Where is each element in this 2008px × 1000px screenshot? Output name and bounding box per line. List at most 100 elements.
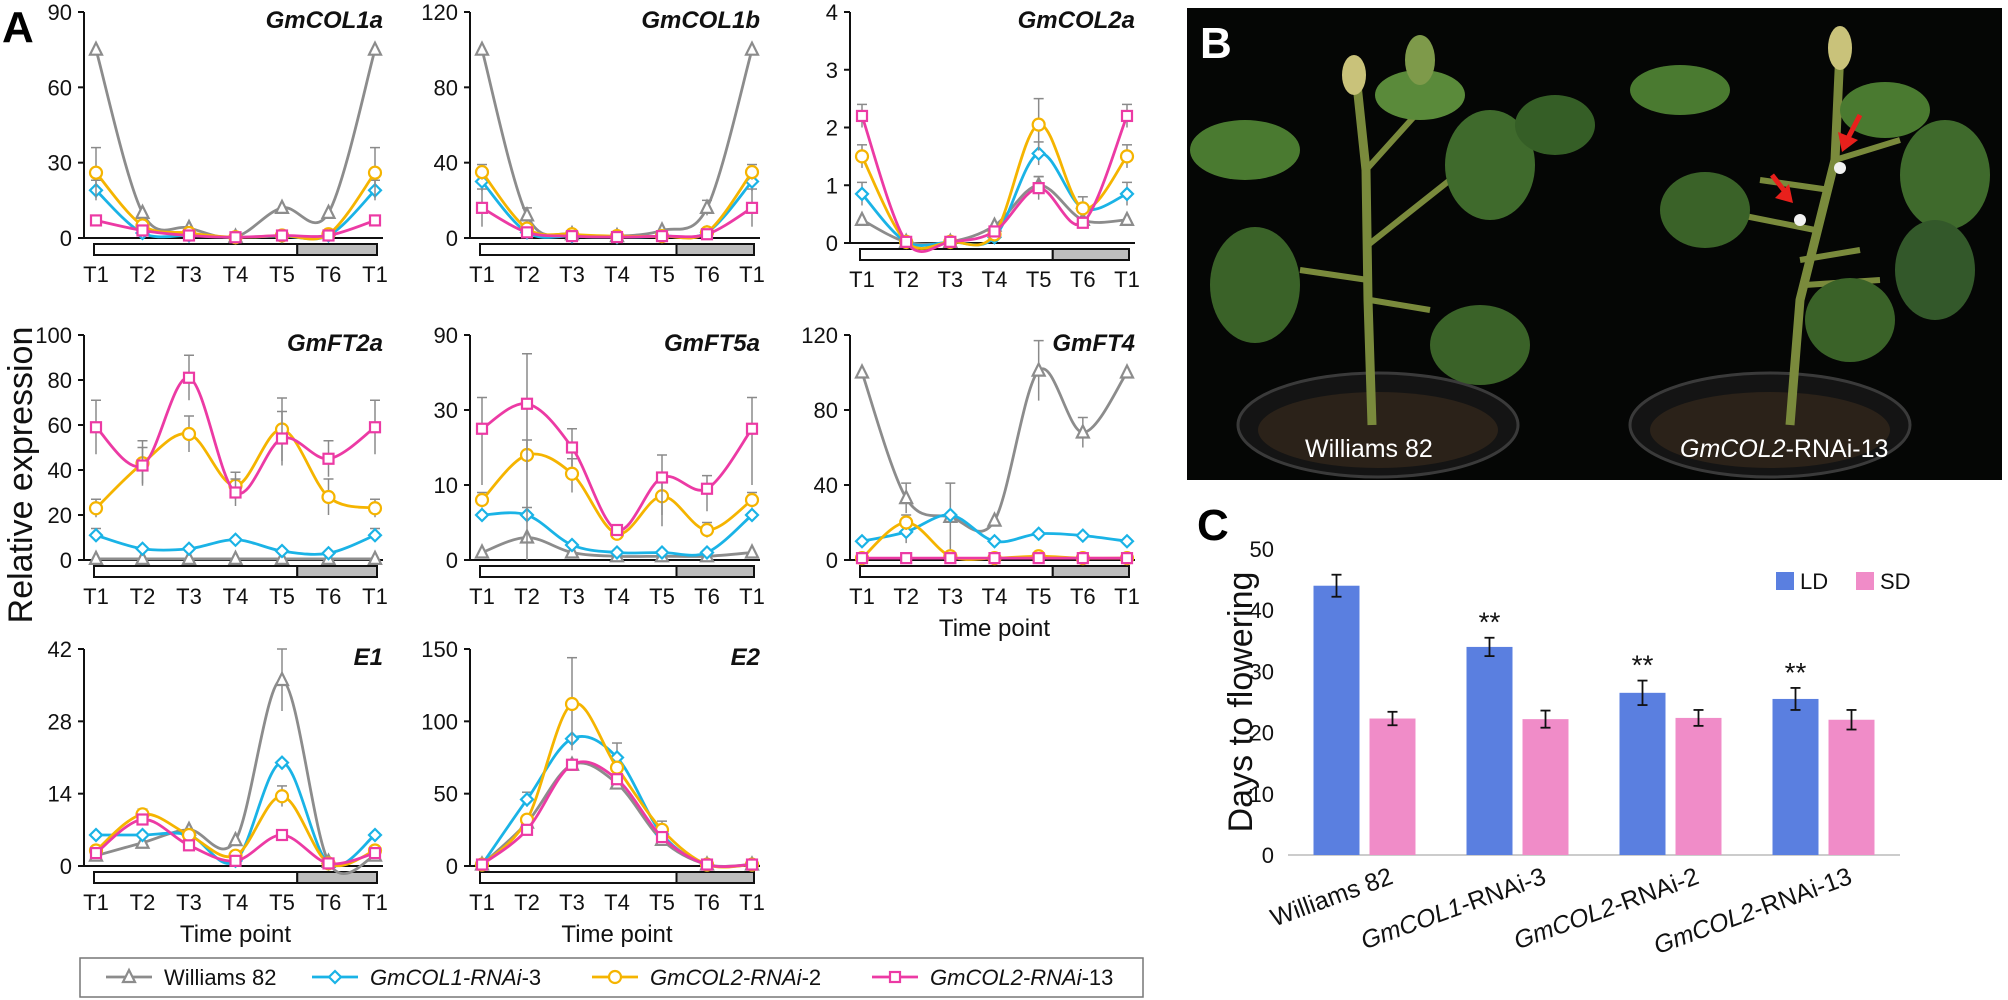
x-tick-label: T3	[937, 267, 963, 292]
legend-label: GmCOL1-RNAi-3	[370, 965, 541, 990]
x-tick-label: T1	[739, 262, 765, 287]
photoperiod-bar	[93, 565, 378, 578]
x-tick-label: T5	[269, 890, 295, 915]
photo-panel: B Williams 82 GmCOL2-RNAi-13	[1187, 8, 2002, 480]
light-period-box	[93, 871, 299, 884]
marker-diamond	[1119, 533, 1135, 549]
marker-square	[1120, 552, 1134, 565]
marker-square	[229, 231, 242, 244]
leaf	[1210, 227, 1300, 343]
x-tick-label: T4	[223, 262, 249, 287]
y-tick-label: 60	[48, 413, 72, 438]
marker-square	[475, 858, 489, 871]
series-line	[94, 49, 377, 239]
x-tick-label: T1	[83, 584, 109, 609]
x-tick-label: T6	[316, 584, 342, 609]
y-tick-label: 120	[421, 0, 458, 25]
y-tick-label: 0	[826, 231, 838, 256]
x-tick-label: T5	[269, 262, 295, 287]
marker-triangle	[88, 40, 104, 56]
y-tick-label: 30	[48, 151, 72, 176]
x-tick-label: T1	[362, 262, 388, 287]
x-tick-label: T3	[176, 890, 202, 915]
x-tick-label: T1	[849, 584, 875, 609]
marker-diamond	[227, 532, 244, 548]
legend-label: GmCOL2-RNAi-2	[650, 965, 821, 990]
marker-square	[182, 371, 196, 384]
plant-right-branch	[1739, 137, 1901, 288]
y-tick-label: 3	[826, 58, 838, 83]
x-tick-label: T2	[514, 262, 540, 287]
leaf	[1515, 95, 1595, 155]
marker-circle	[1119, 149, 1135, 164]
marker-circle	[699, 522, 715, 538]
marker-diamond	[134, 541, 151, 557]
y-tick-label: 1	[826, 173, 838, 198]
x-tick-label: T4	[604, 890, 630, 915]
y-tick-label: 10	[434, 473, 458, 498]
x-tick-label: T1	[1114, 267, 1140, 292]
photoperiod-bar	[859, 248, 1130, 261]
marker-circle	[367, 165, 383, 180]
photoperiod-bar	[93, 243, 378, 256]
chart-title: E1	[354, 644, 383, 671]
marker-triangle	[744, 40, 760, 56]
line-chart-gmft4: 0 40 80 120 T1 T2 T3 T4 T5 T6 T1 GmFT4 Time point	[801, 323, 1140, 642]
x-tick-label: T1	[362, 584, 388, 609]
dark-period-box	[296, 243, 378, 256]
series-3	[89, 813, 382, 870]
x-tick-label: T1	[469, 890, 495, 915]
x-tick-label: T1	[1114, 584, 1140, 609]
marker-square	[745, 422, 759, 435]
marker-triangle	[854, 363, 870, 379]
legend-label-sd: SD	[1880, 569, 1911, 594]
panel-letter-b: B	[1200, 19, 1232, 68]
dark-period-box	[296, 871, 378, 884]
marker-circle	[181, 827, 197, 843]
marker-square	[1076, 552, 1089, 565]
marker-diamond	[854, 186, 870, 202]
x-tick-label: T1	[739, 584, 765, 609]
x-tick-label: T1	[739, 890, 765, 915]
x-tick-label: T3	[937, 584, 963, 609]
dark-period-box	[675, 243, 755, 256]
x-axis-label: Time point	[561, 921, 672, 948]
bar-sd	[1828, 719, 1875, 855]
light-period-box	[93, 243, 299, 256]
dark-period-box	[1051, 248, 1130, 261]
x-tick-label: T5	[649, 584, 675, 609]
category-label-italic: GmCOL1	[1357, 893, 1466, 955]
legend-swatch-ld	[1776, 572, 1794, 590]
marker-square	[368, 846, 382, 860]
marker-diamond	[88, 827, 104, 843]
leaf	[1430, 305, 1530, 385]
series-0	[854, 339, 1135, 551]
marker-square	[988, 225, 1001, 238]
marker-square	[900, 235, 913, 248]
marker-square	[888, 970, 902, 984]
marker-triangle	[274, 198, 290, 214]
legend-label-ld: LD	[1800, 569, 1828, 594]
y-tick-label: 80	[434, 75, 458, 100]
marker-square	[700, 228, 714, 241]
x-tick-label: T6	[316, 890, 342, 915]
marker-triangle	[854, 210, 870, 226]
series-3	[475, 758, 759, 871]
marker-circle	[88, 501, 104, 516]
x-tick-label: T1	[83, 262, 109, 287]
marker-circle	[321, 489, 336, 505]
plant-left-stem	[1351, 74, 1377, 426]
bar-ld	[1772, 698, 1819, 855]
marker-square	[944, 235, 957, 248]
marker-triangle	[88, 549, 104, 565]
marker-square	[322, 857, 335, 870]
y-tick-label: 50	[1250, 537, 1274, 562]
marker-diamond	[564, 537, 580, 553]
flower	[1834, 162, 1846, 174]
marker-diamond	[320, 545, 337, 561]
y-tick-label: 0	[1262, 843, 1274, 868]
marker-square	[745, 201, 759, 214]
marker-diamond	[609, 544, 625, 561]
y-tick-label: 40	[1250, 598, 1274, 623]
marker-circle	[474, 164, 490, 180]
